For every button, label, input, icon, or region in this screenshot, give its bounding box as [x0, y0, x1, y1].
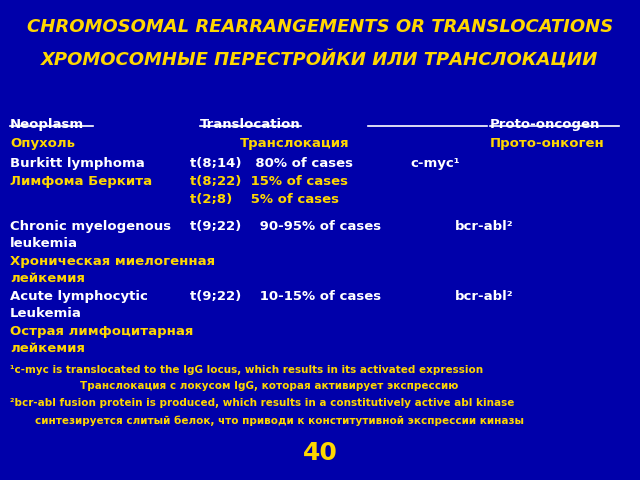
Text: лейкемия: лейкемия — [10, 342, 85, 355]
Text: Транслокация: Транслокация — [240, 137, 349, 150]
Text: ¹c-myc is translocated to the IgG locus, which results in its activated expressi: ¹c-myc is translocated to the IgG locus,… — [10, 365, 483, 375]
Text: Острая лимфоцитарная: Острая лимфоцитарная — [10, 325, 193, 338]
Text: Neoplasm: Neoplasm — [10, 118, 84, 131]
Text: Leukemia: Leukemia — [10, 307, 82, 320]
Text: ХРОМОСОМНЫЕ ПЕРЕСТРОЙКИ ИЛИ ТРАНСЛОКАЦИИ: ХРОМОСОМНЫЕ ПЕРЕСТРОЙКИ ИЛИ ТРАНСЛОКАЦИИ — [42, 50, 598, 69]
Text: Translocation: Translocation — [200, 118, 301, 131]
Text: leukemia: leukemia — [10, 237, 78, 250]
Text: bcr-abl²: bcr-abl² — [455, 220, 514, 233]
Text: 40: 40 — [303, 441, 337, 465]
Text: лейкемия: лейкемия — [10, 272, 85, 285]
Text: ²bcr-abl fusion protein is produced, which results in a constitutively active ab: ²bcr-abl fusion protein is produced, whi… — [10, 398, 515, 408]
Text: t(9;22)    10-15% of cases: t(9;22) 10-15% of cases — [190, 290, 381, 303]
Text: Прото-онкоген: Прото-онкоген — [490, 137, 605, 150]
Text: Proto-oncogen: Proto-oncogen — [490, 118, 600, 131]
Text: Лимфома Беркита: Лимфома Беркита — [10, 175, 152, 188]
Text: Chronic myelogenous: Chronic myelogenous — [10, 220, 171, 233]
Text: Acute lymphocytic: Acute lymphocytic — [10, 290, 148, 303]
Text: Транслокация с локусом IgG, которая активирует экспрессию: Транслокация с локусом IgG, которая акти… — [80, 381, 458, 391]
Text: t(9;22)    90-95% of cases: t(9;22) 90-95% of cases — [190, 220, 381, 233]
Text: Опухоль: Опухоль — [10, 137, 75, 150]
Text: Хроническая миелогенная: Хроническая миелогенная — [10, 255, 215, 268]
Text: t(8;14)   80% of cases: t(8;14) 80% of cases — [190, 157, 353, 170]
Text: bcr-abl²: bcr-abl² — [455, 290, 514, 303]
Text: c-myc¹: c-myc¹ — [410, 157, 460, 170]
Text: синтезируется слитый белок, что приводи к конститутивной экспрессии киназы: синтезируется слитый белок, что приводи … — [35, 415, 524, 425]
Text: CHROMOSOMAL REARRANGEMENTS OR TRANSLOCATIONS: CHROMOSOMAL REARRANGEMENTS OR TRANSLOCAT… — [27, 18, 613, 36]
Text: t(2;8)    5% of cases: t(2;8) 5% of cases — [190, 193, 339, 206]
Text: t(8;22)  15% of cases: t(8;22) 15% of cases — [190, 175, 348, 188]
Text: Burkitt lymphoma: Burkitt lymphoma — [10, 157, 145, 170]
